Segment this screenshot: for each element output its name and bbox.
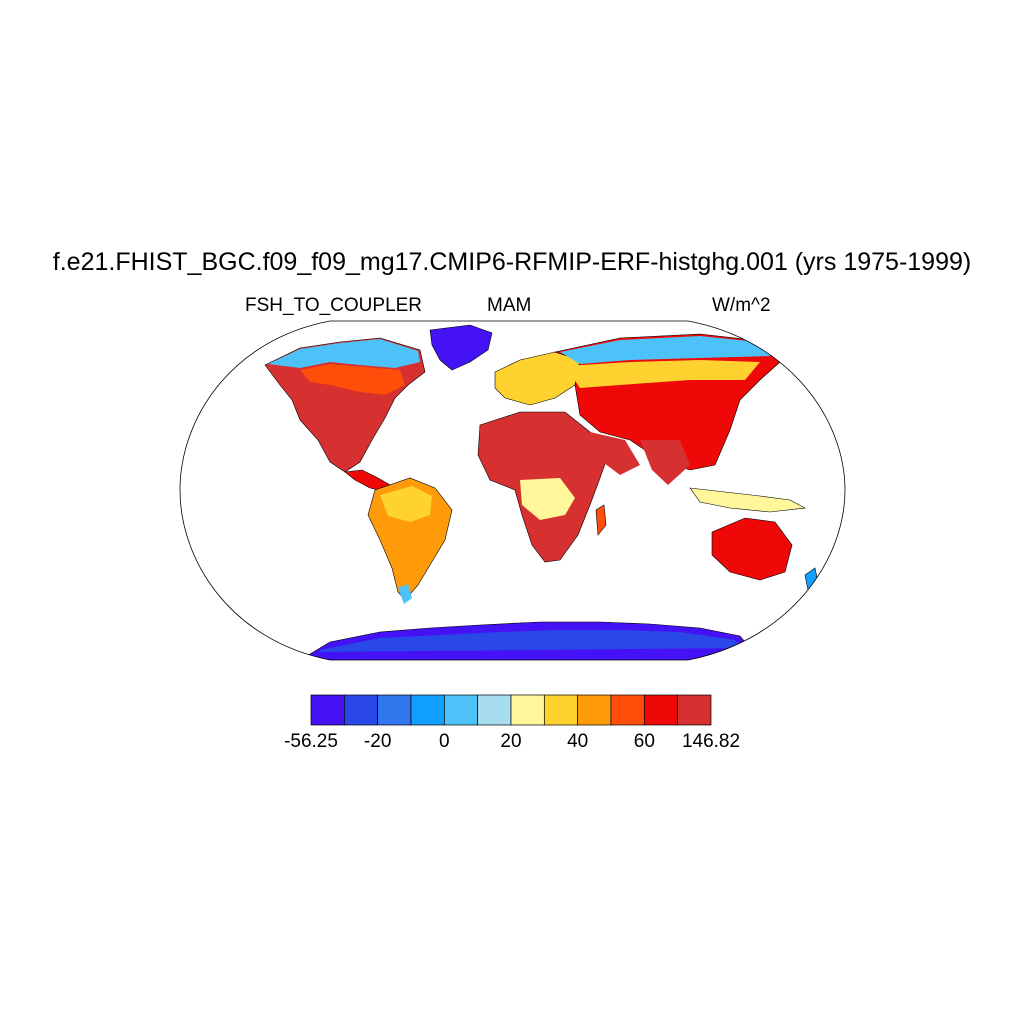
variable-name: FSH_TO_COUPLER [245, 295, 423, 316]
madagascar [595, 504, 607, 536]
globe-outline [179, 320, 846, 661]
europe [494, 351, 581, 406]
greenland [429, 324, 493, 371]
colorbar-swatch [643, 694, 679, 726]
colorbar-tick-label: 0 [439, 731, 450, 752]
season-label: MAM [487, 295, 532, 316]
units-label: W/m^2 [712, 295, 771, 316]
patagonia [398, 584, 412, 604]
plot-title: f.e21.FHIST_BGC.f09_f09_mg17.CMIP6-RFMIP… [52, 248, 972, 276]
arabia [590, 432, 640, 475]
land-field [264, 324, 819, 660]
colorbar-tick-label: 146.82 [682, 731, 740, 752]
canada-cold [268, 339, 420, 368]
colorbar-swatch [343, 694, 379, 726]
siberia-mid [565, 360, 760, 388]
colorbar: -56.25 -20 0 20 40 60 146.82 [284, 694, 740, 752]
central-africa [520, 478, 575, 520]
colorbar-tick-label: 40 [567, 731, 588, 752]
india [640, 440, 690, 485]
colorbar-swatch [610, 694, 645, 726]
antarctica-edge [320, 630, 745, 652]
colorbar-tick-label: -20 [364, 731, 391, 752]
siberia-cold [560, 336, 770, 364]
colorbar-swatch [543, 694, 579, 726]
colorbar-tick-label: 60 [634, 731, 655, 752]
australia [711, 517, 793, 581]
colorbar-swatch [443, 694, 479, 726]
colorbar-swatch [377, 694, 412, 726]
colorbar-swatch [477, 694, 512, 726]
colorbar-swatch [677, 694, 712, 726]
canada-mid [300, 364, 405, 395]
amazon [380, 486, 432, 522]
colorbar-swatch [410, 694, 445, 726]
colorbar-swatch [510, 694, 545, 726]
indonesia [689, 487, 806, 513]
colorbar-tick-label: 20 [500, 731, 521, 752]
colorbar-tick-label: -56.25 [284, 731, 338, 752]
colorbar-swatch [577, 694, 612, 726]
colorbar-swatch [310, 694, 345, 726]
